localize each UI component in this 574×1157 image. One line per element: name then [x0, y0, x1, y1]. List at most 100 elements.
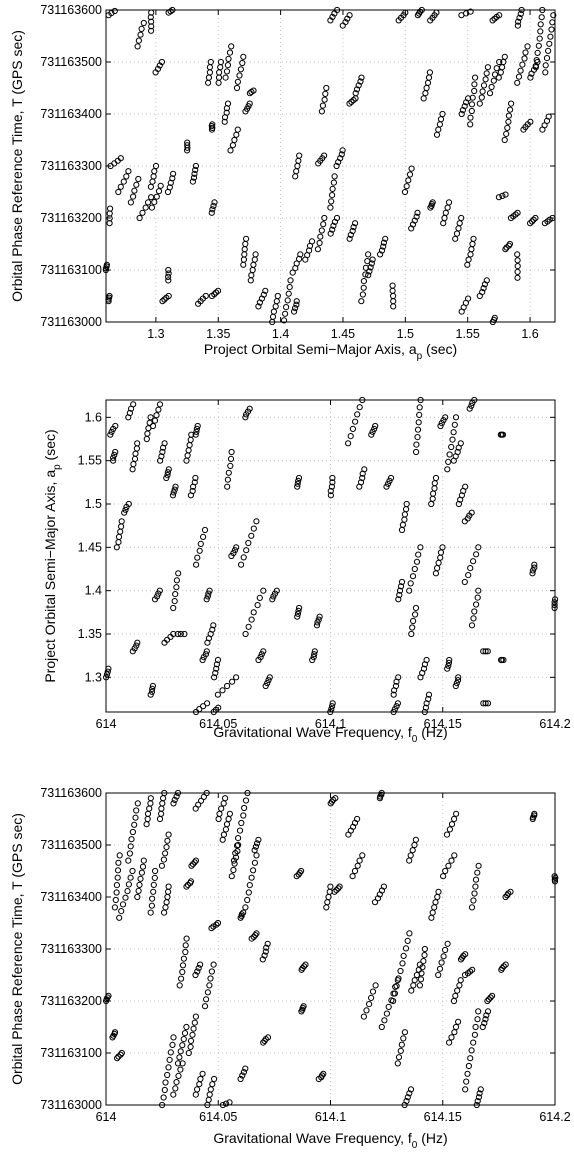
data-point: [255, 303, 262, 310]
data-point: [188, 862, 195, 869]
data-point: [246, 100, 253, 107]
data-point: [458, 110, 465, 118]
data-point: [280, 317, 288, 324]
data-point: [112, 422, 119, 430]
data-point: [542, 69, 549, 76]
data-point: [433, 131, 441, 138]
data-point: [467, 1055, 474, 1062]
data-point: [247, 277, 254, 284]
data-point: [224, 483, 231, 490]
data-point: [329, 185, 336, 192]
data-point: [183, 1023, 190, 1031]
data-point: [153, 193, 160, 200]
data-point: [225, 469, 232, 476]
data-point: [170, 170, 177, 177]
data-point: [416, 404, 423, 411]
data-point: [442, 209, 449, 216]
data-point: [234, 126, 241, 133]
data-point: [192, 474, 199, 482]
data-point: [548, 26, 555, 33]
data-point: [253, 930, 260, 937]
y-tick-label: 1.3: [85, 670, 102, 684]
data-point: [470, 558, 477, 565]
data-point: [366, 268, 373, 275]
data-point: [142, 204, 149, 211]
data-point: [149, 685, 156, 693]
data-point: [313, 622, 321, 629]
data-point: [346, 100, 353, 107]
data-point: [214, 691, 221, 698]
data-point: [201, 526, 209, 534]
data-point: [151, 417, 159, 424]
data-point: [294, 162, 301, 170]
data-point: [115, 859, 122, 866]
data-point: [421, 952, 428, 959]
data-point: [482, 76, 489, 83]
data-point: [529, 218, 536, 225]
data-point: [506, 240, 513, 248]
data-point: [227, 147, 234, 154]
data-point: [431, 485, 438, 492]
data-point: [426, 69, 433, 76]
data-point: [195, 801, 202, 808]
data-point: [293, 260, 300, 267]
y-tick-label: 731163300: [40, 942, 102, 956]
data-point: [124, 888, 131, 895]
data-point: [222, 795, 229, 802]
data-point: [434, 893, 441, 901]
data-point: [204, 700, 211, 707]
data-point: [183, 935, 190, 942]
data-point: [366, 1001, 373, 1008]
data-point: [496, 58, 503, 66]
data-point: [461, 518, 468, 525]
data-point: [238, 561, 245, 568]
data-point: [161, 1086, 168, 1094]
data-point: [445, 662, 452, 669]
data-point: [211, 674, 218, 681]
data-point: [134, 893, 141, 901]
data-point: [206, 69, 213, 76]
data-point: [226, 49, 234, 56]
data-point: [152, 867, 159, 875]
data-point: [205, 79, 212, 86]
data-point: [159, 298, 166, 305]
data-point: [484, 997, 491, 1005]
data-point: [440, 220, 447, 227]
data-point: [446, 1039, 453, 1046]
panel-bottom: 614 614.05 614.1 614.15 614.2 731163000 731163…: [9, 786, 571, 1151]
y-tick-label: 1.45: [78, 540, 102, 554]
data-point: [233, 84, 241, 92]
data-point: [413, 448, 420, 456]
data-point: [470, 235, 477, 242]
data-point: [330, 179, 337, 186]
data-point: [393, 703, 400, 710]
data-point: [451, 852, 458, 859]
data-point: [240, 812, 247, 819]
data-point: [206, 64, 213, 71]
data-point: [357, 78, 364, 85]
data-point: [329, 226, 336, 233]
data-point: [378, 1023, 385, 1031]
data-point: [250, 609, 257, 616]
data-point: [231, 860, 238, 867]
data-point: [457, 977, 464, 984]
data-point: [318, 108, 325, 115]
data-point: [292, 305, 299, 312]
data-point: [165, 273, 172, 280]
data-point: [514, 251, 521, 258]
data-point: [144, 815, 151, 823]
data-point: [461, 578, 468, 586]
data-point: [208, 209, 215, 216]
data-point: [521, 55, 528, 62]
data-point: [432, 570, 439, 577]
data-point: [458, 492, 465, 499]
data-point: [414, 209, 421, 216]
data-point: [448, 857, 455, 864]
data-point: [415, 551, 422, 558]
data-point: [455, 1018, 462, 1025]
data-point: [209, 1081, 216, 1088]
data-point: [329, 479, 336, 486]
data-point: [502, 246, 509, 253]
x-tick-label: 1.3: [147, 327, 164, 341]
data-point: [262, 287, 269, 294]
